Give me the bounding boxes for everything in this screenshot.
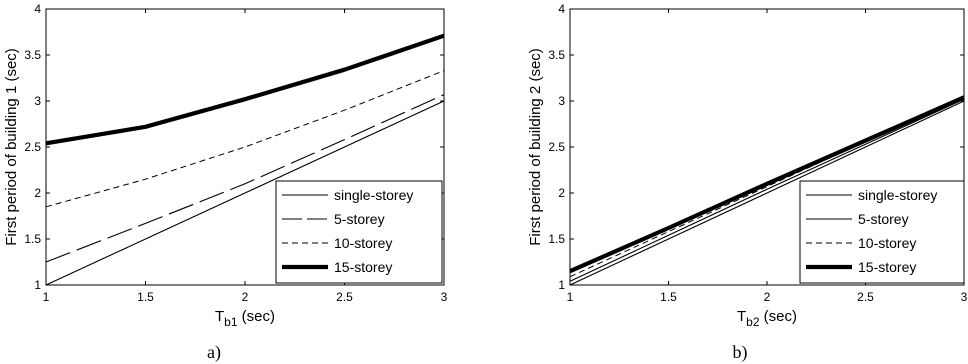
chart-panel-a: 1 1.5 2 2.5 3 1 1.5 2 2.5 3 3.5 4 single-storey 5-sto… [3,2,448,363]
legend-label-single-storey: single-storey [334,187,413,203]
y-axis-label: First period of building 1 (sec) [3,48,20,246]
legend-label-5-storey: 5-storey [334,211,385,227]
y-tick-label: 3.5 [548,48,565,62]
y-tick-label: 3 [558,94,565,108]
x-tick-label: 2.5 [336,290,353,304]
x-tick-label: 1.5 [660,290,677,304]
series-line-single-storey [45,100,445,286]
legend: single-storey 5-storey 10-storey 15-storey [275,180,443,284]
legend-box [275,180,443,284]
series-line-single-storey [569,100,965,286]
y-tick-label: 2.5 [24,140,41,154]
legend-label-10-storey: 10-storey [858,235,916,251]
panel-label: a) [207,342,221,363]
y-tick-label: 4 [34,2,41,16]
series-line-5-storey [45,94,445,263]
y-tick-label: 2 [558,186,565,200]
legend-label-5-storey: 5-storey [858,211,909,227]
x-tick-label: 2 [242,290,249,304]
y-tick-label: 2 [34,186,41,200]
x-axis-label: Tb2 (sec) [737,308,797,329]
y-tick-label: 1.5 [24,232,41,246]
y-axis-label: First period of building 2 (sec) [527,48,544,246]
legend: single-storey 5-storey 10-storey 15-storey [799,180,965,284]
legend-label-15-storey: 15-storey [858,259,916,275]
y-tick-label: 1 [558,278,565,292]
y-tick-label: 2.5 [548,140,565,154]
y-tick-label: 4 [558,2,565,16]
series-line-15-storey [569,95,965,274]
x-tick-label: 3 [441,290,448,304]
series-line-15-storey [45,33,445,146]
y-tick-label: 3.5 [24,48,41,62]
x-tick-label: 3 [961,290,968,304]
x-tick-label: 1 [567,290,574,304]
x-tick-label: 2 [764,290,771,304]
x-tick-label: 1 [43,290,50,304]
legend-label-15-storey: 15-storey [334,259,392,275]
x-axis-label: Tb1 (sec) [215,308,275,329]
y-tick-label: 3 [34,94,41,108]
x-tick-label: 1.5 [137,290,154,304]
chart-panel-b: 1 1.5 2 2.5 3 1 1.5 2 2.5 3 3.5 4 single-storey 5-sto… [527,2,968,363]
y-tick-label: 1 [34,278,41,292]
series-line-5-storey [569,98,965,282]
x-tick-label: 2.5 [857,290,874,304]
y-tick-label: 1.5 [548,232,565,246]
panel-label: b) [733,342,748,363]
legend-label-single-storey: single-storey [858,187,937,203]
legend-label-10-storey: 10-storey [334,235,392,251]
